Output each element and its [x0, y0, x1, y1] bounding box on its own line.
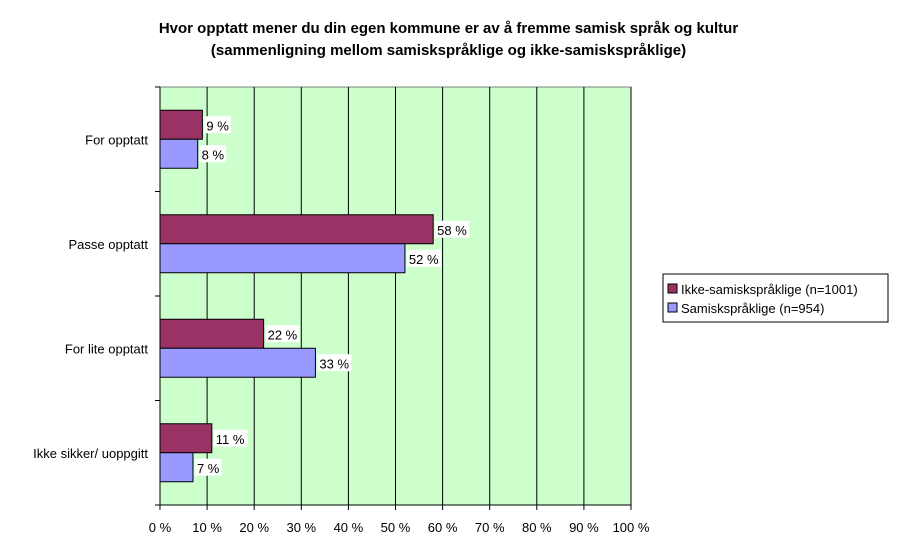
legend [662, 273, 889, 323]
data-label: 52 % [409, 252, 439, 267]
data-label: 22 % [268, 327, 298, 342]
x-tick-label: 50 % [381, 520, 411, 535]
x-tick-label: 20 % [239, 520, 269, 535]
x-tick-label: 0 % [149, 520, 172, 535]
x-tick-label: 80 % [522, 520, 552, 535]
bar [159, 214, 434, 245]
data-label-bg [213, 429, 248, 447]
category-label: Ikke sikker/ uoppgitt [33, 446, 148, 461]
bar [159, 243, 406, 274]
bar [159, 347, 316, 378]
x-tick-label: 60 % [428, 520, 458, 535]
data-label-bg [204, 116, 231, 134]
bar [159, 109, 203, 140]
chart-title-line-1: Hvor opptatt mener du din egen kommune e… [158, 20, 739, 37]
data-label-bg [435, 220, 470, 238]
x-tick-label: 40 % [334, 520, 364, 535]
data-label: 11 % [216, 432, 245, 447]
bar [159, 318, 265, 349]
x-tick-label: 70 % [475, 520, 505, 535]
legend-label: Ikke-samiskspråklige (n=1001) [681, 282, 858, 297]
category-label: For lite opptatt [65, 341, 148, 356]
bar [159, 423, 213, 454]
bar [159, 138, 199, 169]
legend-swatch [667, 302, 678, 313]
x-tick-label: 10 % [192, 520, 222, 535]
x-tick-label: 30 % [286, 520, 316, 535]
data-label-bg [406, 249, 441, 267]
data-label-bg [194, 458, 222, 476]
x-tick-label: 100 % [613, 520, 650, 535]
legend-swatch [667, 283, 678, 294]
data-label: 8 % [202, 147, 225, 162]
data-label-bg [317, 354, 352, 372]
chart-title-line-2: (sammenligning mellom samiskspråklige og… [210, 42, 687, 59]
data-label: 9 % [206, 118, 229, 133]
category-label: Passe opptatt [69, 237, 149, 252]
x-tick-label: 90 % [569, 520, 599, 535]
data-label-bg [265, 325, 300, 343]
data-label: 7 % [197, 461, 220, 476]
bar [159, 452, 194, 483]
legend-label: Samiskspråklige (n=954) [681, 301, 824, 316]
data-label: 58 % [437, 223, 467, 238]
data-label-bg [199, 145, 227, 163]
category-label: For opptatt [85, 132, 148, 147]
data-label: 33 % [319, 356, 349, 371]
